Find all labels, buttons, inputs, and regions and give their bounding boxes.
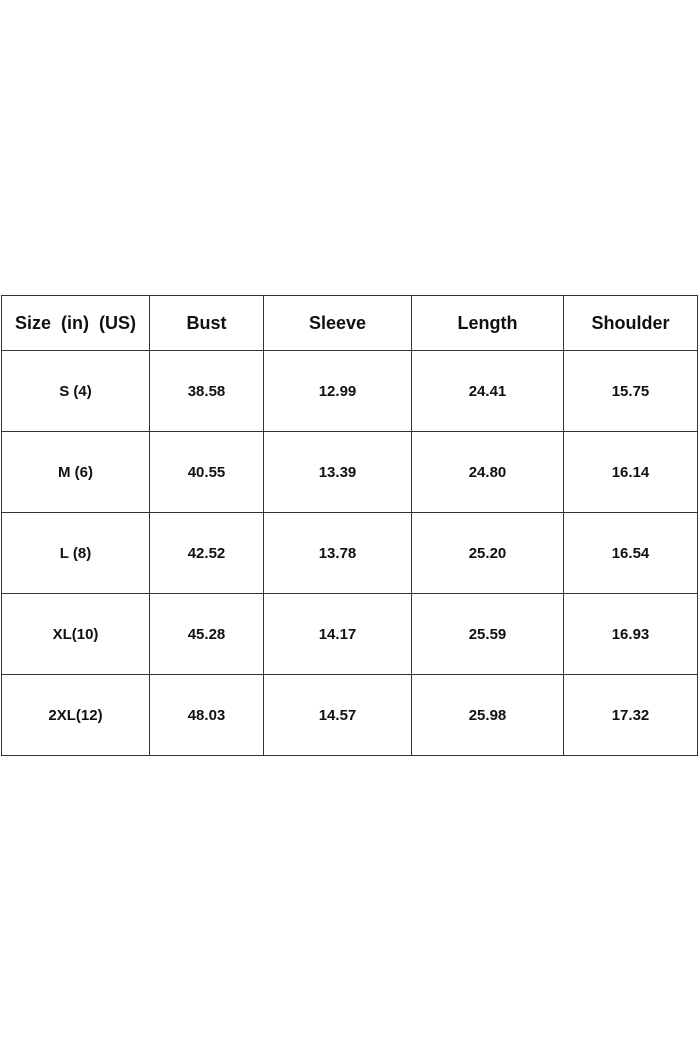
cell-length: 24.41	[411, 350, 564, 432]
cell-sleeve: 12.99	[263, 350, 412, 432]
cell-length: 25.20	[411, 512, 564, 594]
header-row: Size (in) (US) Bust Sleeve Length Should…	[1, 295, 698, 351]
cell-bust: 45.28	[149, 593, 264, 675]
table-row: XL(10) 45.28 14.17 25.59 16.93	[1, 593, 698, 675]
cell-shoulder: 16.14	[563, 431, 698, 513]
header-length: Length	[411, 295, 564, 351]
header-sleeve: Sleeve	[263, 295, 412, 351]
cell-bust: 48.03	[149, 674, 264, 756]
cell-bust: 42.52	[149, 512, 264, 594]
cell-length: 25.98	[411, 674, 564, 756]
cell-shoulder: 17.32	[563, 674, 698, 756]
cell-shoulder: 16.54	[563, 512, 698, 594]
cell-sleeve: 14.17	[263, 593, 412, 675]
table-row: L (8) 42.52 13.78 25.20 16.54	[1, 512, 698, 594]
cell-sleeve: 13.78	[263, 512, 412, 594]
cell-length: 24.80	[411, 431, 564, 513]
cell-size: 2XL(12)	[1, 674, 150, 756]
cell-shoulder: 15.75	[563, 350, 698, 432]
table-row: M (6) 40.55 13.39 24.80 16.14	[1, 431, 698, 513]
cell-size: XL(10)	[1, 593, 150, 675]
cell-size: M (6)	[1, 431, 150, 513]
cell-length: 25.59	[411, 593, 564, 675]
header-size: Size (in) (US)	[1, 295, 150, 351]
cell-sleeve: 14.57	[263, 674, 412, 756]
cell-size: L (8)	[1, 512, 150, 594]
cell-bust: 40.55	[149, 431, 264, 513]
table-row: 2XL(12) 48.03 14.57 25.98 17.32	[1, 674, 698, 756]
cell-bust: 38.58	[149, 350, 264, 432]
header-bust: Bust	[149, 295, 264, 351]
size-chart-table: Size (in) (US) Bust Sleeve Length Should…	[1, 295, 698, 756]
header-shoulder: Shoulder	[563, 295, 698, 351]
cell-sleeve: 13.39	[263, 431, 412, 513]
cell-shoulder: 16.93	[563, 593, 698, 675]
cell-size: S (4)	[1, 350, 150, 432]
table-row: S (4) 38.58 12.99 24.41 15.75	[1, 350, 698, 432]
